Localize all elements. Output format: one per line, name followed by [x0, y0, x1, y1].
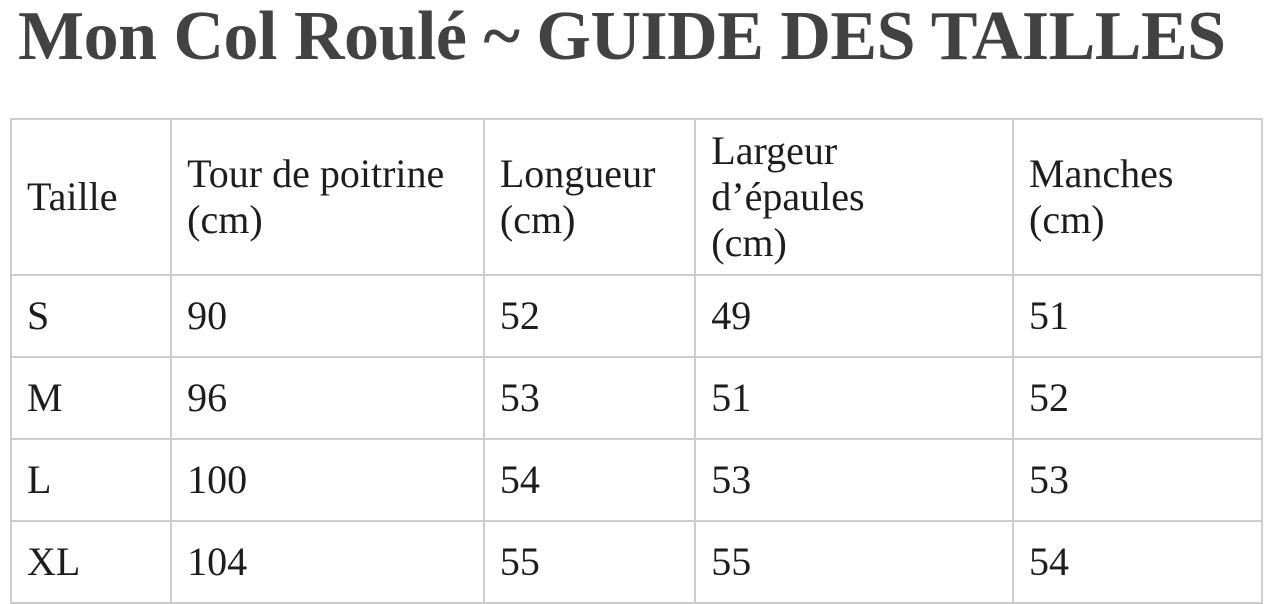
cell-shoulder: 55 [694, 520, 1015, 604]
cell-sleeve: 53 [1012, 438, 1263, 522]
column-header-longueur: Longueur (cm) [482, 118, 697, 276]
column-header-label: Longueur [499, 151, 656, 196]
cell-sleeve: 51 [1012, 274, 1263, 358]
page-title: Mon Col Roulé ~ GUIDE DES TAILLES [18, 0, 1226, 75]
column-header-label: Manches [1029, 151, 1174, 196]
column-header-unit: (cm) [1029, 197, 1105, 242]
column-header-taille: Taille [9, 118, 173, 276]
cell-sleeve: 54 [1012, 520, 1263, 604]
cell-shoulder: 51 [694, 356, 1015, 440]
column-header-tour-de-poitrine: Tour de poitrine (cm) [170, 118, 485, 276]
column-header-label: Tour de poitrine [187, 151, 445, 196]
cell-length: 54 [482, 438, 697, 522]
size-guide-table: Taille Tour de poitrine (cm) Longueur (c… [9, 118, 1263, 604]
column-header-largeur-epaules: Largeur d’épaules (cm) [694, 118, 1015, 276]
cell-size: M [9, 356, 173, 440]
cell-chest: 104 [170, 520, 485, 604]
column-header-manches: Manches (cm) [1012, 118, 1263, 276]
column-header-label: Largeur d’épaules [711, 128, 865, 219]
cell-length: 53 [482, 356, 697, 440]
cell-length: 55 [482, 520, 697, 604]
cell-chest: 90 [170, 274, 485, 358]
column-header-unit: (cm) [711, 220, 787, 265]
table-row-s: S 90 52 49 51 [9, 274, 1263, 358]
cell-sleeve: 52 [1012, 356, 1263, 440]
table-row-m: M 96 53 51 52 [9, 356, 1263, 440]
cell-size: XL [9, 520, 173, 604]
cell-size: L [9, 438, 173, 522]
column-header-unit: (cm) [499, 197, 576, 242]
cell-size: S [9, 274, 173, 358]
column-header-label: Taille [27, 174, 118, 219]
cell-shoulder: 49 [694, 274, 1015, 358]
table-header-row: Taille Tour de poitrine (cm) Longueur (c… [9, 118, 1263, 276]
cell-length: 52 [482, 274, 697, 358]
cell-chest: 100 [170, 438, 485, 522]
column-header-unit: (cm) [187, 197, 263, 242]
cell-shoulder: 53 [694, 438, 1015, 522]
cell-chest: 96 [170, 356, 485, 440]
table-row-xl: XL 104 55 55 54 [9, 520, 1263, 604]
table-row-l: L 100 54 53 53 [9, 438, 1263, 522]
